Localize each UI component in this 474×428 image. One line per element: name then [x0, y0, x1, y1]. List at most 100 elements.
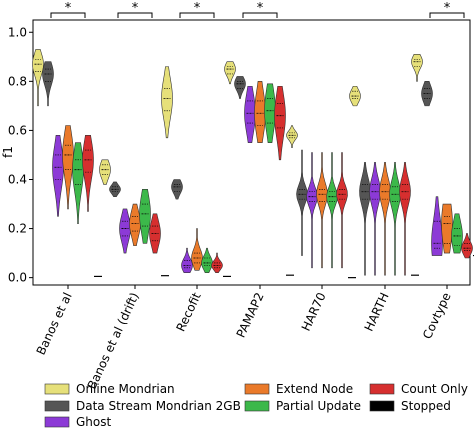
violin-count-only [211, 252, 223, 274]
y-tick-label: 1.0 [8, 25, 27, 39]
violin-ghost [431, 196, 443, 256]
violin-body [431, 196, 443, 256]
violin-body [99, 159, 111, 185]
violin-data-stream-mondrian-2gb [109, 181, 121, 197]
violin-body [82, 135, 94, 212]
legend-swatch [244, 400, 270, 412]
violin-ghost [306, 152, 318, 269]
x-tick-label: HAR70 [299, 290, 329, 333]
violin-count-only [82, 135, 94, 212]
violin-ghost [181, 247, 193, 274]
violin-extend-node [316, 152, 328, 269]
legend-label: Partial Update [276, 399, 361, 413]
violin-data-stream-mondrian-2gb [42, 61, 54, 107]
violin-body [72, 142, 84, 224]
legend-swatch [44, 383, 70, 395]
violin-online-mondrian [411, 54, 423, 82]
legend: Online Mondrian Data Stream Mondrian 2GB G… [44, 382, 468, 428]
significance-star: * [65, 1, 72, 16]
legend-label: Online Mondrian [76, 382, 175, 396]
violin-partial-update [139, 189, 151, 244]
violin-data-stream-mondrian-2gb [421, 81, 433, 107]
violin-count-only [149, 213, 161, 254]
y-tick-label: 0.6 [8, 123, 27, 137]
violin-body [306, 152, 318, 269]
violin-body [139, 189, 151, 244]
legend-item-count-only: Count Only [369, 382, 468, 396]
violin-online-mondrian [32, 49, 44, 107]
legend-label: Ghost [76, 415, 111, 428]
y-axis-label: f1 [1, 146, 15, 158]
significance-brackets: * * * * * [50, 1, 465, 18]
violin-body [161, 66, 173, 139]
violin-body [224, 61, 236, 85]
violin-body [129, 203, 141, 247]
legend-item-extend-node: Extend Node [244, 382, 353, 396]
violin-partial-update [264, 83, 276, 143]
x-tick-label: Covtype [420, 290, 454, 341]
legend-item-online-mondrian: Online Mondrian [44, 382, 175, 396]
violin-count-only [399, 162, 411, 276]
violin-extend-node [191, 228, 203, 271]
significance-bracket [179, 12, 215, 18]
violin-body [201, 247, 213, 274]
violin-body [359, 162, 371, 276]
y-tick-label: 0.4 [8, 172, 27, 186]
legend-label: Data Stream Mondrian 2GB [76, 399, 241, 413]
violin-body [244, 85, 256, 143]
significance-bracket [50, 12, 86, 18]
violin-data-stream-mondrian-2gb [359, 162, 371, 276]
violin-online-mondrian [161, 66, 173, 139]
plot-area: 0.0 0.2 0.4 0.6 0.8 1.0 Banos et al Banos et a… [8, 19, 474, 391]
legend-item-data-stream-mondrian-2gb: Data Stream Mondrian 2GB [44, 399, 241, 413]
violin-body [461, 233, 473, 259]
violin-body [296, 149, 308, 256]
legend-swatch [244, 383, 270, 395]
violin-ghost [369, 162, 381, 276]
violin-body [286, 125, 298, 148]
violin-data-stream-mondrian-2gb [171, 179, 183, 200]
y-tick-label: 0.0 [8, 271, 27, 285]
violin-body [119, 208, 131, 254]
y-axis: 0.0 0.2 0.4 0.6 0.8 1.0 [8, 25, 33, 285]
violin-body [389, 162, 401, 276]
legend-label: Count Only [401, 382, 468, 396]
significance-star: * [194, 1, 201, 16]
violin-extend-node [62, 125, 74, 210]
violin-partial-update [389, 162, 401, 276]
violins [32, 49, 474, 279]
violin-extend-node [441, 203, 453, 254]
violin-count-only [274, 85, 286, 161]
violin-body [42, 61, 54, 107]
x-axis: Banos et al Banos et al (drift) Recofit PAM… [34, 285, 454, 391]
violin-body [379, 162, 391, 276]
violin-body [411, 54, 423, 82]
plot-frame [32, 19, 471, 286]
x-tick-label: PAMAP2 [234, 290, 267, 340]
legend-label: Extend Node [276, 382, 353, 396]
violin-body [326, 152, 338, 269]
violin-data-stream-mondrian-2gb [296, 149, 308, 256]
violin-body [264, 83, 276, 143]
violin-partial-update [451, 213, 463, 254]
legend-swatch [44, 416, 70, 428]
violin-body [399, 162, 411, 276]
violin-count-only [336, 152, 348, 269]
violin-body [32, 49, 44, 107]
violin-partial-update [72, 142, 84, 224]
violin-body [62, 125, 74, 210]
violin-count-only [461, 233, 473, 259]
violin-body [316, 152, 328, 269]
violin-online-mondrian [224, 61, 236, 85]
significance-bracket [117, 12, 153, 18]
x-tick-label: Banos et al (drift) [85, 290, 142, 391]
violin-body [441, 203, 453, 254]
violin-extend-node [129, 203, 141, 247]
violin-online-mondrian [286, 125, 298, 148]
violin-body [254, 81, 266, 143]
y-tick-label: 0.8 [8, 74, 27, 88]
legend-item-partial-update: Partial Update [244, 399, 361, 413]
x-tick-label: HARTH [362, 290, 392, 333]
legend-swatch [369, 400, 395, 412]
legend-item-ghost: Ghost [44, 415, 111, 428]
